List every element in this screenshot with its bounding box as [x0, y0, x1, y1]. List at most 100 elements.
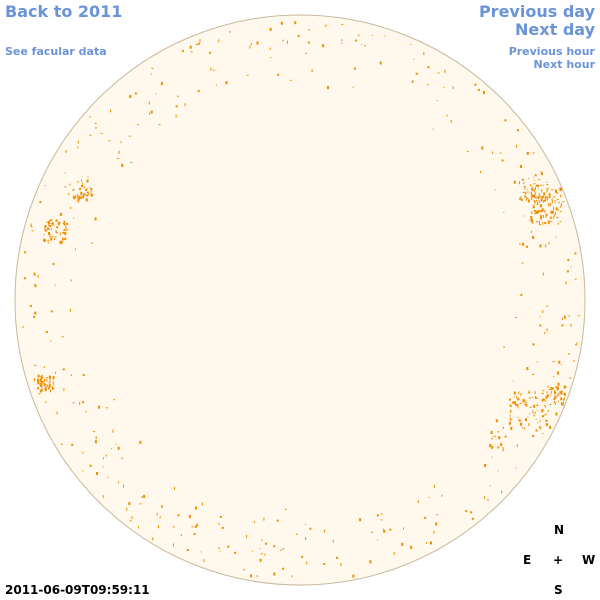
facula-speck: [89, 134, 92, 136]
facula-speck: [548, 242, 550, 244]
facula-speck: [93, 431, 96, 433]
facula-speck: [540, 216, 542, 220]
facula-speck: [532, 435, 535, 437]
facula-speck: [565, 281, 567, 285]
facula-speck: [523, 182, 525, 185]
facula-speck: [197, 90, 200, 93]
facula-speck: [173, 543, 174, 547]
facula-speck: [534, 391, 536, 395]
facula-speck: [536, 404, 539, 406]
facula-speck: [539, 324, 542, 327]
facula-speck: [531, 230, 533, 233]
facula-speck: [371, 531, 374, 533]
facula-speck: [196, 524, 199, 527]
facula-speck: [227, 545, 230, 548]
facula-speck: [509, 404, 512, 407]
facula-speck: [219, 516, 222, 518]
facula-speck: [117, 481, 119, 484]
facula-speck: [77, 197, 80, 201]
facula-speck: [48, 232, 50, 235]
next-hour-link[interactable]: Next hour: [533, 58, 596, 71]
facula-speck: [563, 392, 566, 396]
facula-speck: [530, 195, 532, 197]
facula-speck: [516, 144, 517, 148]
facula-speck: [353, 67, 356, 70]
facula-speck: [527, 197, 529, 200]
facula-speck: [556, 388, 558, 391]
facula-speck: [59, 240, 62, 244]
facula-speck: [134, 92, 137, 95]
see-facular-data-link[interactable]: See facular data: [5, 45, 107, 58]
facula-speck: [195, 44, 198, 46]
facula-speck: [128, 135, 131, 137]
previous-hour-link[interactable]: Previous hour: [508, 45, 595, 58]
facula-speck: [52, 382, 54, 386]
facula-speck: [536, 221, 539, 223]
facula-speck: [156, 512, 158, 516]
facula-speck: [531, 219, 534, 223]
facula-speck: [64, 225, 66, 227]
facula-speck: [536, 409, 538, 411]
facula-speck: [561, 324, 564, 327]
facula-speck: [531, 187, 534, 191]
facula-speck: [65, 226, 67, 229]
facula-speck: [376, 514, 379, 517]
facula-speck: [215, 84, 217, 86]
facula-speck: [560, 393, 562, 395]
facula-speck: [63, 223, 66, 225]
facula-speck: [535, 211, 537, 214]
facula-speck: [86, 179, 89, 183]
facula-speck: [341, 23, 344, 25]
facula-speck: [551, 189, 554, 191]
facula-speck: [450, 119, 452, 123]
facula-speck: [256, 41, 259, 45]
facula-speck: [39, 389, 42, 393]
facula-speck: [69, 183, 71, 186]
facula-speck: [530, 216, 533, 218]
facula-speck: [77, 181, 80, 183]
facula-speck: [500, 443, 503, 446]
facula-speck: [75, 248, 77, 251]
facula-speck: [519, 420, 522, 422]
facula-speck: [413, 58, 415, 60]
facula-speck: [568, 315, 570, 318]
facula-speck: [544, 332, 546, 334]
facula-speck: [121, 457, 124, 459]
facula-speck: [37, 274, 39, 278]
facula-speck: [37, 378, 39, 382]
facula-speck: [102, 457, 104, 460]
facula-speck: [534, 212, 536, 215]
facula-speck: [523, 185, 526, 187]
facula-speck: [41, 387, 43, 391]
facula-speck: [528, 391, 530, 394]
facula-speck: [554, 395, 557, 399]
facula-speck: [502, 426, 504, 429]
facula-speck: [513, 391, 516, 395]
facula-speck: [498, 436, 501, 440]
facula-speck: [560, 402, 563, 406]
facula-speck: [89, 187, 91, 189]
facula-speck: [546, 184, 549, 186]
facula-speck: [446, 114, 448, 117]
previous-day-link[interactable]: Previous day: [478, 2, 595, 21]
back-to-year-link[interactable]: Back to 2011: [5, 2, 123, 21]
facula-speck: [358, 34, 360, 37]
facula-speck: [548, 196, 551, 199]
facula-speck: [72, 195, 74, 199]
facula-speck: [525, 401, 528, 403]
facula-speck: [327, 86, 329, 89]
facula-speck: [55, 219, 58, 222]
facula-speck: [383, 529, 386, 533]
facula-speck: [280, 21, 283, 25]
facula-speck: [308, 29, 311, 31]
next-day-link[interactable]: Next day: [515, 20, 595, 39]
facula-speck: [564, 397, 566, 400]
facula-speck: [541, 393, 543, 395]
facula-speck: [553, 206, 554, 210]
facula-speck: [528, 390, 530, 393]
facula-speck: [568, 353, 570, 355]
facula-speck: [49, 236, 52, 238]
facula-speck: [433, 484, 435, 488]
facula-speck: [39, 383, 41, 387]
facula-speck: [522, 401, 525, 403]
